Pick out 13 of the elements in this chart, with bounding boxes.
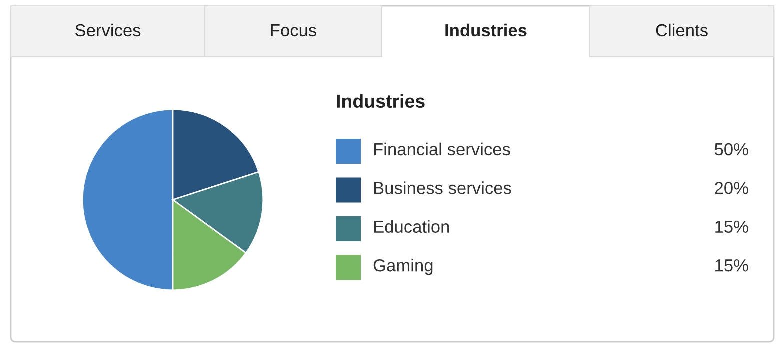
legend-label: Education: [374, 220, 450, 234]
legend-label: Financial services: [374, 142, 510, 156]
chart-title: Industries: [337, 94, 425, 108]
legend-label: Gaming: [374, 259, 433, 276]
data-label: 15%: [716, 220, 748, 234]
text: Industries: [446, 24, 527, 37]
text: Clients: [656, 24, 708, 37]
text: Services: [76, 24, 141, 37]
legend-label: Business services: [374, 182, 512, 194]
data-label: 15%: [716, 260, 748, 272]
text: Focus: [271, 24, 317, 37]
data-label: 20%: [715, 182, 748, 194]
data-label: 50%: [714, 143, 748, 156]
